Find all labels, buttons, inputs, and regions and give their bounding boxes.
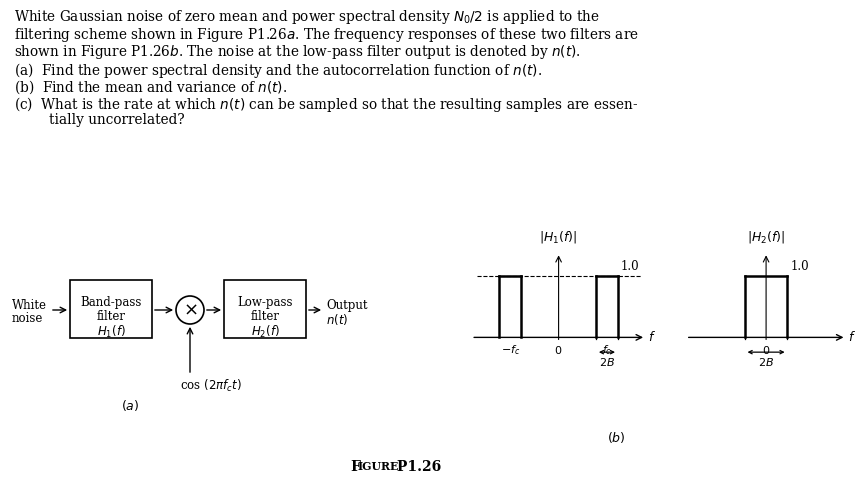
- Text: Band-pass: Band-pass: [80, 296, 142, 309]
- Text: noise: noise: [12, 312, 43, 325]
- Text: $-f_c$: $-f_c$: [500, 344, 520, 357]
- Text: $H_2(f)$: $H_2(f)$: [251, 324, 279, 340]
- Text: $\times$: $\times$: [182, 301, 197, 319]
- Text: (a)  Find the power spectral density and the autocorrelation function of $n(t)$.: (a) Find the power spectral density and …: [14, 61, 542, 79]
- Text: IGURE: IGURE: [358, 461, 399, 472]
- Text: $0$: $0$: [555, 344, 562, 355]
- Text: filter: filter: [97, 310, 125, 323]
- Text: $H_1(f)$: $H_1(f)$: [97, 324, 125, 340]
- Text: $f$: $f$: [848, 330, 856, 345]
- Text: $f_c$: $f_c$: [602, 344, 612, 357]
- Text: F: F: [350, 460, 360, 474]
- Text: Low-pass: Low-pass: [238, 296, 293, 309]
- Text: $0$: $0$: [762, 344, 770, 355]
- Text: filter: filter: [251, 310, 279, 323]
- Text: Output: Output: [326, 299, 367, 312]
- Bar: [224, 280, 306, 338]
- Text: shown in Figure P1.26$b$. The noise at the low-pass filter output is denoted by : shown in Figure P1.26$b$. The noise at t…: [14, 43, 581, 61]
- Text: (b)  Find the mean and variance of $n(t)$.: (b) Find the mean and variance of $n(t)$…: [14, 78, 287, 96]
- Text: White Gaussian noise of zero mean and power spectral density $N_0/2$ is applied : White Gaussian noise of zero mean and po…: [14, 8, 600, 26]
- Text: $2B$: $2B$: [599, 356, 615, 368]
- Text: $(b)$: $(b)$: [607, 430, 626, 445]
- Bar: [70, 280, 152, 338]
- Text: (c)  What is the rate at which $n(t)$ can be sampled so that the resulting sampl: (c) What is the rate at which $n(t)$ can…: [14, 96, 638, 114]
- Text: $f$: $f$: [647, 330, 656, 345]
- Text: White: White: [12, 299, 47, 312]
- Text: $n(t)$: $n(t)$: [326, 312, 348, 327]
- Text: $|H_2(f)|$: $|H_2(f)|$: [747, 229, 785, 245]
- Text: 1.0: 1.0: [791, 260, 810, 274]
- Text: 1.0: 1.0: [621, 260, 639, 274]
- Text: P1.26: P1.26: [392, 460, 442, 474]
- Text: cos $(2\pi f_c t)$: cos $(2\pi f_c t)$: [180, 378, 242, 394]
- Text: $2B$: $2B$: [758, 356, 774, 368]
- Text: $(a)$: $(a)$: [121, 398, 139, 413]
- Text: $|H_1(f)|$: $|H_1(f)|$: [539, 229, 578, 245]
- Text: filtering scheme shown in Figure P1.26$a$. The frequency responses of these two : filtering scheme shown in Figure P1.26$a…: [14, 26, 638, 43]
- Text: tially uncorrelated?: tially uncorrelated?: [14, 113, 185, 127]
